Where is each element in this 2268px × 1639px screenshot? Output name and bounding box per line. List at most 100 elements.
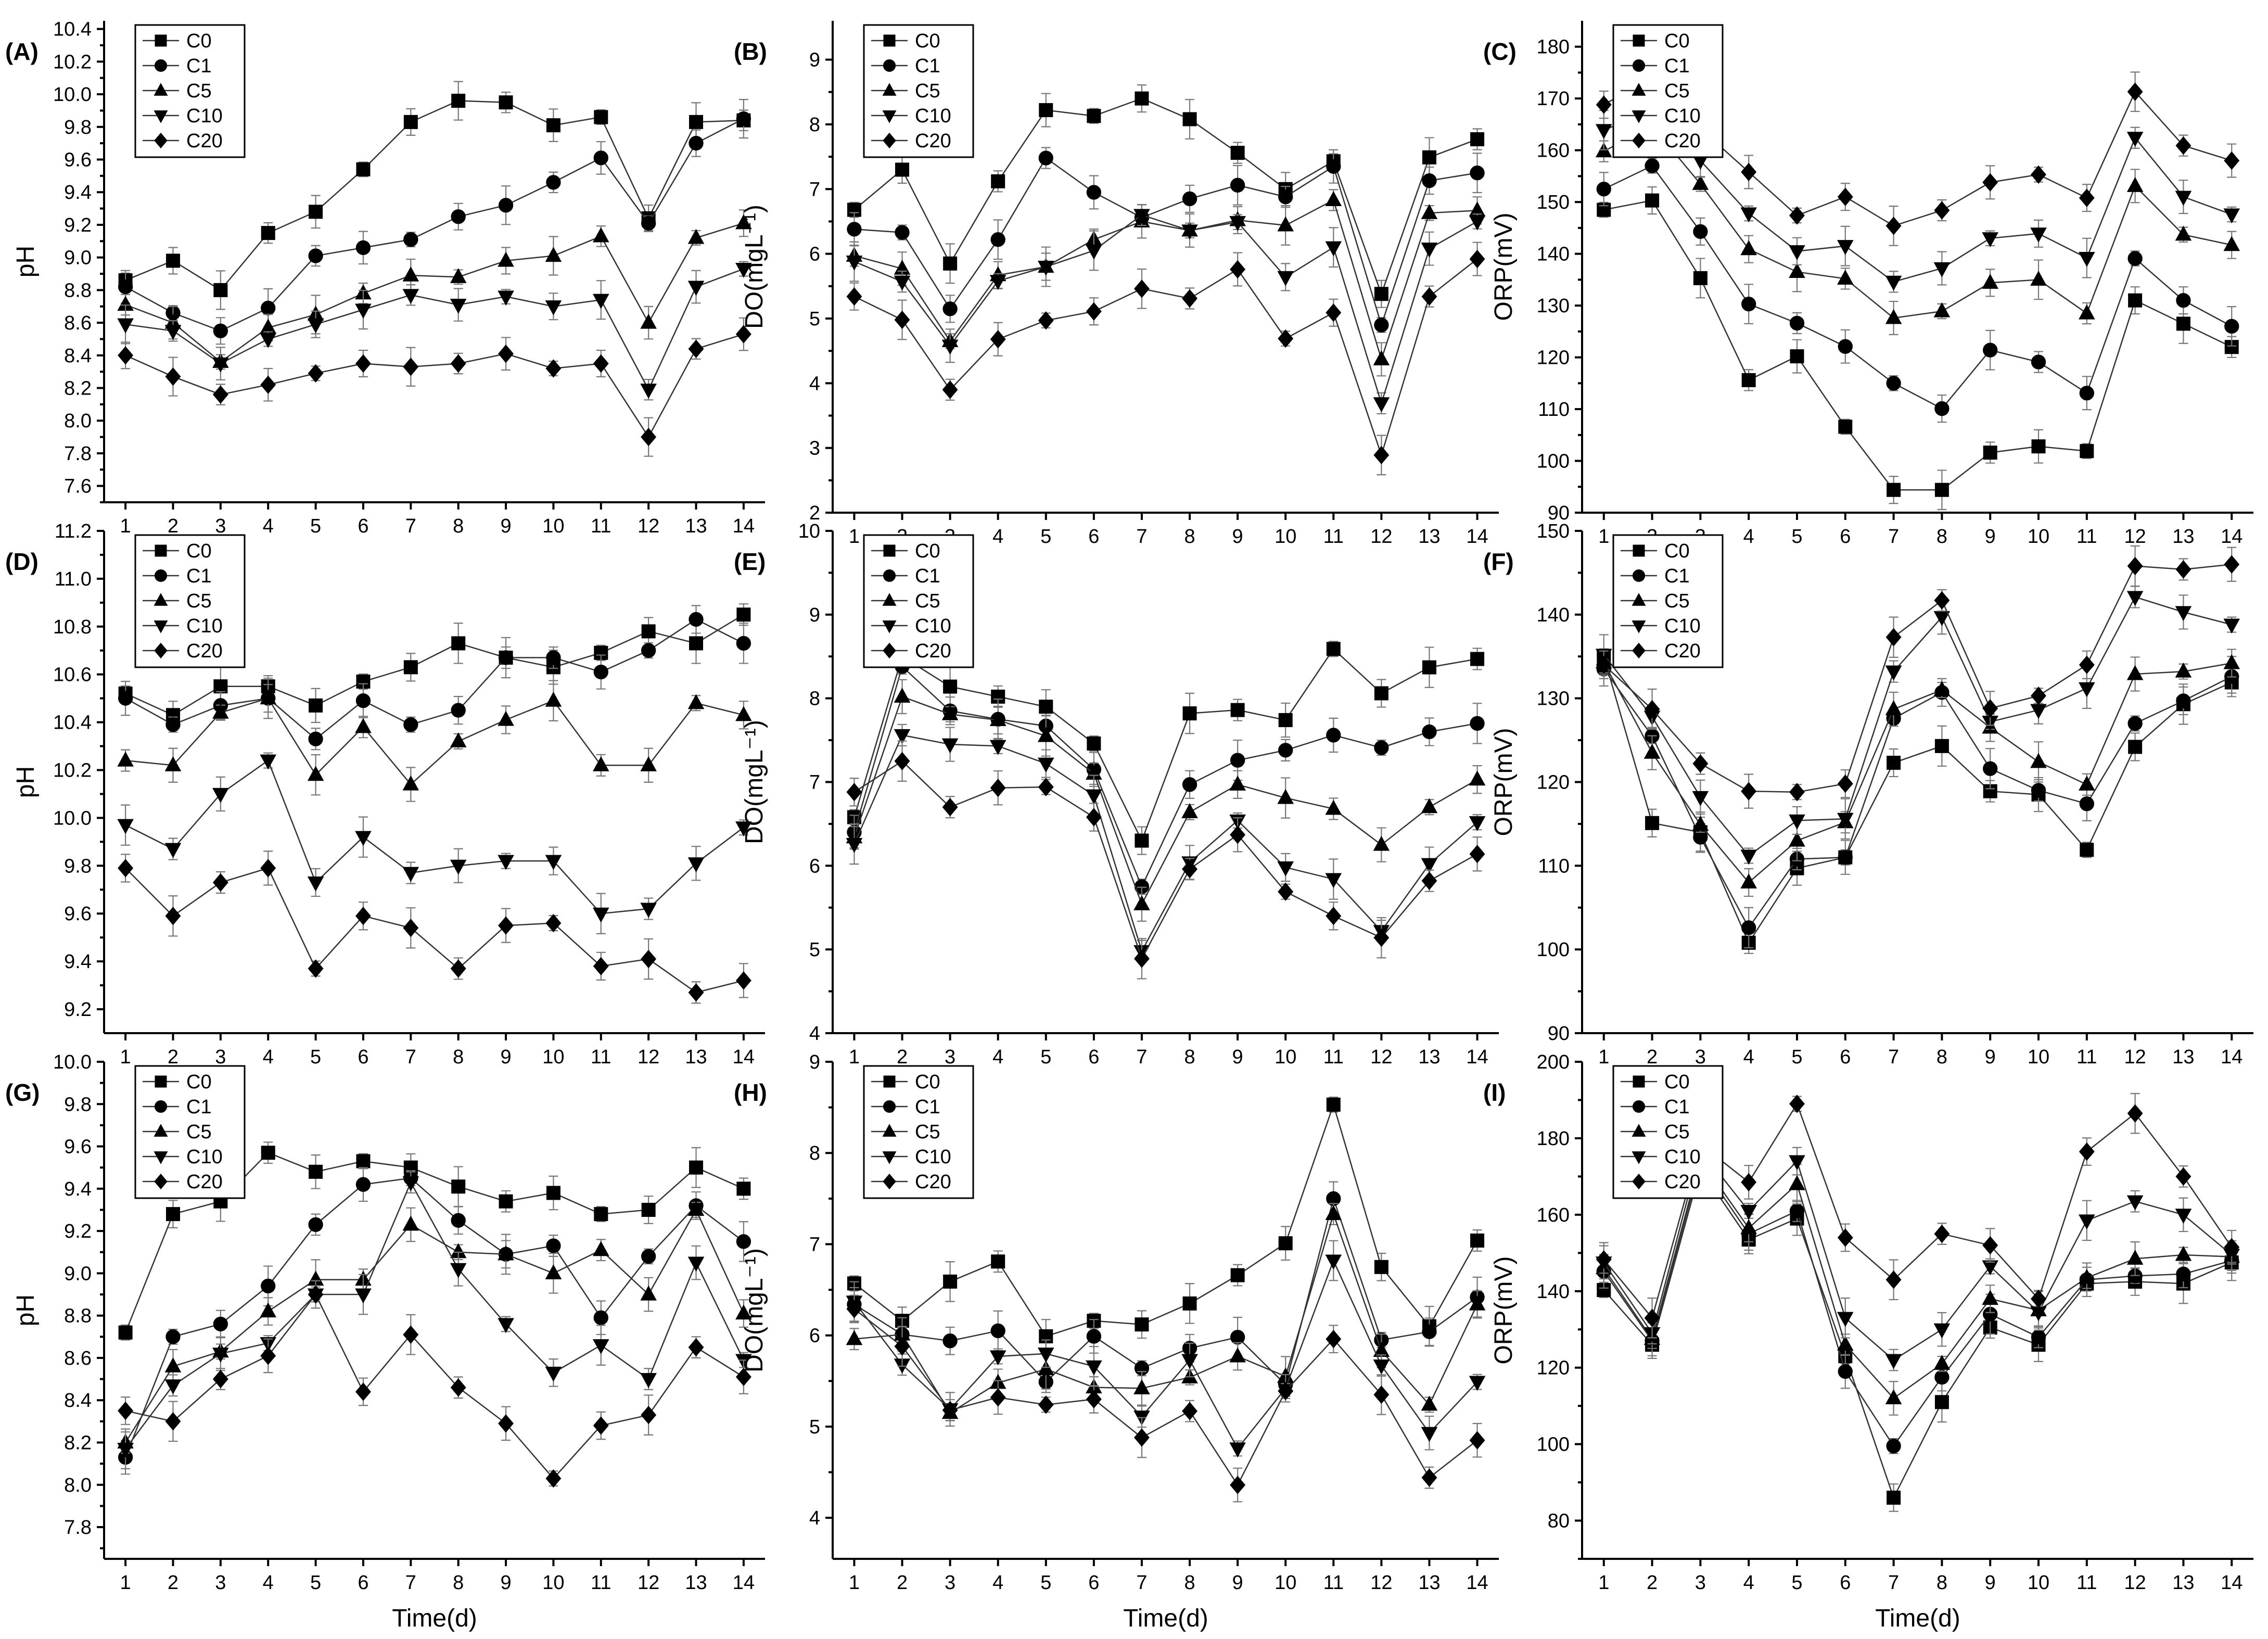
data-point — [592, 294, 609, 309]
series-c20 — [846, 1294, 1485, 1503]
data-point — [592, 907, 609, 923]
data-point — [1325, 1254, 1342, 1270]
x-tick-label: 6 — [1840, 526, 1851, 548]
x-tick-label: 3 — [215, 1572, 226, 1594]
data-point — [2080, 843, 2094, 857]
series-line — [1603, 668, 2232, 929]
data-point — [1934, 201, 1950, 220]
data-point — [2176, 316, 2190, 331]
data-point — [592, 227, 609, 243]
y-tick-label: 7.8 — [64, 443, 92, 465]
series-line — [125, 222, 744, 363]
y-tick-label: 9.0 — [64, 247, 92, 269]
x-tick-label: 13 — [1418, 526, 1440, 548]
legend-marker — [883, 1075, 896, 1088]
x-tick-label: 12 — [1370, 526, 1392, 548]
data-point — [403, 232, 418, 247]
data-point — [1038, 150, 1053, 166]
series-line — [124, 1177, 744, 1458]
data-point — [1837, 270, 1854, 285]
legend-marker — [1632, 1124, 1646, 1137]
x-tick-label: 7 — [405, 1572, 416, 1594]
x-tick-label: 5 — [310, 1572, 321, 1594]
data-point — [1838, 1364, 1853, 1379]
panel-d: 9.2 9.4 9.6 9.8 10.0 10.2 10.4 10.6 10.8 11.0 11.2… — [5, 520, 765, 1068]
y-tick-label: 7.8 — [64, 1517, 92, 1539]
data-point — [1181, 803, 1198, 818]
data-point — [687, 228, 705, 244]
series-line — [853, 214, 1478, 406]
data-point — [1789, 1203, 1805, 1218]
data-point — [2031, 439, 2046, 454]
y-tick-label: 5 — [809, 939, 820, 961]
data-point — [2079, 655, 2095, 675]
data-point — [261, 1278, 276, 1293]
x-tick-label: 4 — [263, 1572, 274, 1594]
x-tick-label: 10 — [542, 1046, 564, 1068]
series-c20 — [118, 850, 751, 1004]
data-point — [1421, 871, 1437, 890]
data-point — [1740, 849, 1757, 865]
series-c1 — [118, 99, 751, 345]
data-point — [1982, 232, 1999, 248]
x-tick-label: 4 — [263, 1046, 274, 1068]
y-tick-label: 9 — [809, 604, 820, 626]
legend-marker — [1633, 34, 1645, 47]
x-tick-label: 13 — [2172, 526, 2194, 548]
series-line — [853, 1259, 1478, 1450]
legend-marker — [1632, 1100, 1646, 1113]
data-point — [989, 275, 1006, 290]
x-tick-label: 1 — [1598, 1046, 1609, 1068]
data-point — [1374, 317, 1389, 333]
data-point — [641, 624, 656, 639]
data-point — [593, 664, 608, 680]
x-tick-label: 8 — [1936, 1572, 1947, 1594]
data-point — [1182, 1296, 1197, 1311]
data-point — [1135, 833, 1149, 848]
legend-label: C5 — [915, 1121, 940, 1143]
y-tick-label: 4 — [809, 373, 820, 395]
data-point — [260, 859, 276, 878]
legend-label: C0 — [915, 1071, 940, 1093]
data-point — [451, 94, 466, 108]
y-tick-label: 8.8 — [64, 279, 92, 301]
legend-marker — [883, 569, 896, 582]
y-tick-label: 8.6 — [64, 312, 92, 334]
data-point — [118, 346, 134, 365]
panel-label: (F) — [1483, 548, 1514, 575]
data-point — [1086, 808, 1102, 827]
data-point — [1837, 1228, 1853, 1247]
data-point — [1230, 703, 1245, 717]
data-point — [1789, 206, 1805, 225]
data-point — [1135, 1317, 1149, 1332]
data-point — [592, 1241, 609, 1256]
legend-label: C10 — [915, 1146, 951, 1168]
data-point — [260, 689, 277, 705]
data-point — [846, 783, 862, 802]
panel-label: (E) — [734, 548, 766, 575]
x-tick-label: 1 — [849, 526, 860, 548]
data-point — [2030, 271, 2047, 286]
data-point — [355, 303, 372, 319]
legend-marker — [882, 620, 897, 633]
data-point — [2126, 1195, 2144, 1211]
data-point — [117, 1443, 134, 1458]
y-tick-label: 10.0 — [53, 84, 92, 106]
data-point — [355, 718, 372, 733]
x-tick-label: 2 — [168, 515, 179, 537]
data-point — [1838, 850, 1853, 865]
series-c20 — [118, 317, 751, 457]
data-point — [212, 703, 229, 719]
x-tick-label: 6 — [358, 1046, 368, 1068]
data-point — [1837, 240, 1854, 256]
data-point — [593, 1416, 609, 1435]
data-point — [594, 110, 608, 124]
y-tick-label: 140 — [1537, 1281, 1570, 1303]
data-point — [164, 843, 182, 858]
data-point — [1644, 1308, 1660, 1327]
data-point — [1837, 774, 1853, 793]
data-point — [2128, 740, 2143, 754]
x-tick-label: 12 — [638, 1572, 659, 1594]
